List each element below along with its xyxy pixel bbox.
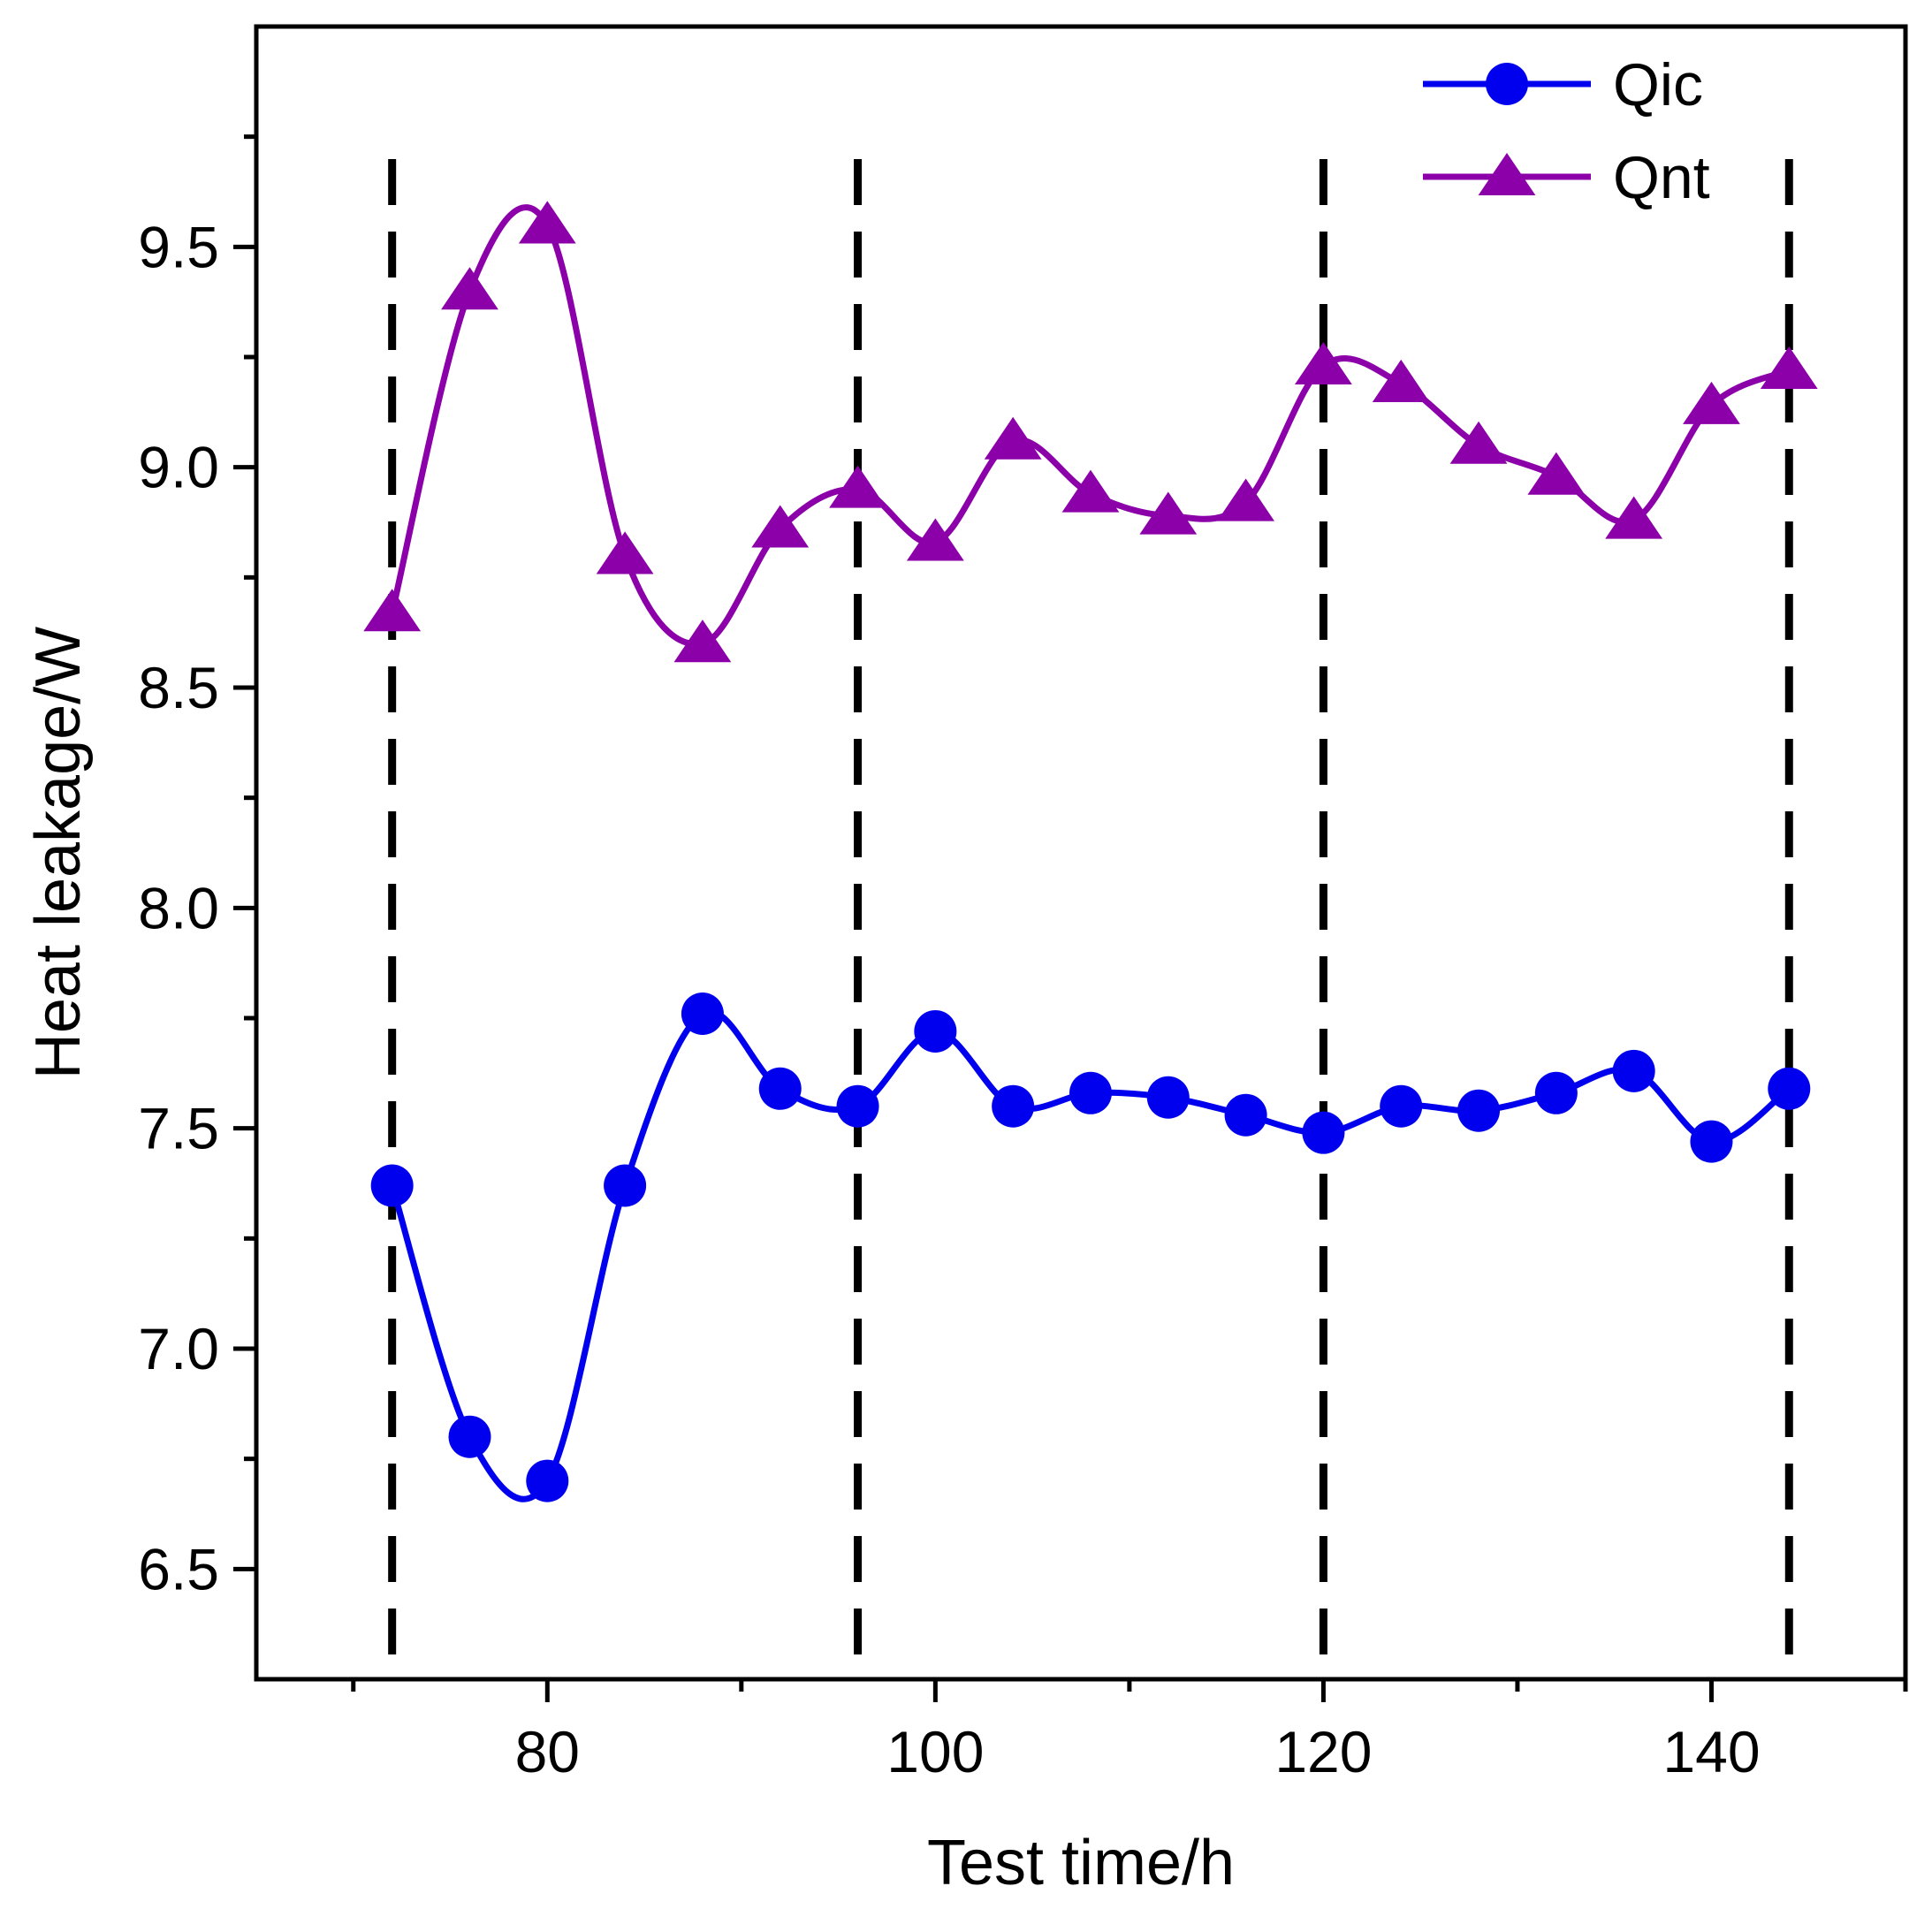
legend-label-qic: Qic (1613, 51, 1703, 118)
point-qnt-140 (1683, 381, 1740, 424)
point-qnt-128 (1449, 421, 1508, 464)
point-qnt-76 (441, 267, 498, 310)
point-qnt-72 (363, 589, 422, 632)
point-qic-108 (1069, 1071, 1112, 1114)
point-qic-136 (1612, 1049, 1655, 1092)
point-qic-104 (992, 1084, 1035, 1128)
point-qnt-116 (1217, 478, 1274, 521)
point-qic-132 (1534, 1071, 1578, 1114)
series-qic (370, 993, 1811, 1502)
x-tick-label-140: 140 (1662, 1719, 1760, 1784)
point-qic-100 (914, 1009, 957, 1053)
point-qic-116 (1224, 1093, 1267, 1137)
point-qic-88 (681, 993, 724, 1036)
point-qnt-108 (1061, 469, 1120, 513)
point-qnt-80 (518, 201, 576, 244)
point-qic-112 (1146, 1076, 1190, 1119)
tick-labels: 80 100 120 140 6.5 7.0 7.5 8.0 8.5 9.0 9.5 (138, 214, 1760, 1784)
vertical-dashed-lines (388, 159, 1793, 1679)
y-tick-label-7.5: 7.5 (138, 1096, 219, 1161)
point-qnt-100 (906, 518, 964, 561)
point-qic-140 (1690, 1120, 1733, 1163)
point-qnt-84 (596, 531, 654, 574)
plot-frame (254, 24, 1908, 1682)
point-qnt-144 (1760, 346, 1818, 390)
point-qic-76 (448, 1415, 491, 1458)
point-qnt-104 (984, 416, 1042, 460)
legend-label-qnt: Qnt (1613, 144, 1710, 211)
point-qnt-124 (1372, 359, 1430, 402)
point-qnt-112 (1139, 491, 1198, 535)
point-qnt-96 (829, 465, 886, 508)
y-axis-title: Heat leakage/W (23, 627, 94, 1079)
point-qic-144 (1768, 1067, 1811, 1110)
y-tick-label-8.5: 8.5 (138, 655, 219, 720)
point-qic-92 (758, 1067, 802, 1110)
y-tick-label-8: 8.0 (138, 875, 219, 940)
legend: Qic Qnt (1423, 51, 1710, 211)
point-qic-96 (836, 1084, 879, 1128)
point-qic-128 (1457, 1089, 1501, 1132)
point-qic-80 (526, 1459, 569, 1502)
point-qic-84 (604, 1164, 647, 1207)
point-qnt-88 (673, 620, 732, 663)
series-line-qnt (389, 204, 1791, 648)
point-qnt-120 (1295, 341, 1352, 385)
x-tick-label-100: 100 (886, 1719, 984, 1784)
series-qnt (363, 201, 1818, 663)
legend-marker-qnt (1478, 153, 1536, 196)
point-qnt-92 (751, 505, 810, 548)
x-tick-label-80: 80 (515, 1719, 580, 1784)
y-tick-label-9.5: 9.5 (138, 214, 219, 279)
axis-ticks (233, 134, 1908, 1702)
point-qic-124 (1380, 1084, 1423, 1128)
series-layer (363, 201, 1818, 1502)
x-axis-title: Test time/h (927, 1828, 1235, 1898)
y-tick-label-7: 7.0 (138, 1316, 219, 1381)
y-tick-label-9: 9.0 (138, 435, 219, 500)
x-tick-label-120: 120 (1274, 1719, 1372, 1784)
point-qnt-132 (1527, 452, 1586, 495)
point-qic-72 (370, 1164, 414, 1207)
legend-marker-qic (1486, 63, 1528, 105)
y-tick-label-6.5: 6.5 (138, 1536, 219, 1601)
point-qic-120 (1302, 1111, 1345, 1154)
point-qnt-136 (1605, 496, 1663, 539)
